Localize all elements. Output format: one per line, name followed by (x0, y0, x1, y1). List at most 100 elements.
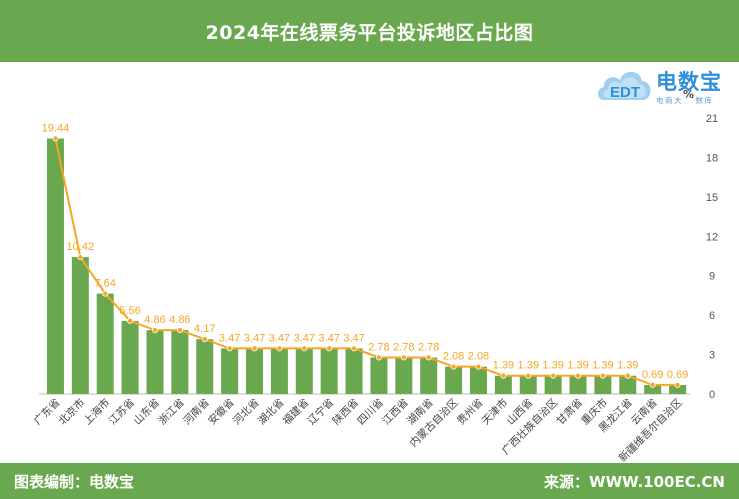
trend-line (54, 138, 678, 386)
x-category-label: 辽宁省 (305, 396, 336, 427)
bar-line-chart: 0 3 6 9 12 15 18 21 19.44 10.42 7.64 5.56 4.86 4.86 4.… (31, 113, 718, 463)
x-category-label: 甘肃省 (554, 396, 585, 427)
line-point (77, 254, 84, 261)
bar (569, 375, 587, 394)
logo-tagline-part1: 电商大 (656, 96, 683, 105)
y-tick-label: 9 (709, 271, 715, 283)
y-tick-label: 18 (706, 152, 718, 164)
y-tick-label: 3 (709, 350, 715, 362)
footer-credit: 图表编制：电数宝 (14, 473, 135, 491)
line-point (575, 372, 582, 379)
logo-tagline-pct: % (683, 88, 696, 101)
y-tick-label: 0 (709, 389, 715, 401)
x-category-label: 四川省 (355, 396, 386, 427)
bar (171, 330, 189, 394)
data-label: 4.17 (194, 323, 215, 335)
bar (445, 366, 463, 394)
bar (295, 348, 313, 394)
bar (619, 375, 637, 394)
line-point (52, 135, 59, 142)
data-label: 3.47 (269, 332, 290, 344)
data-label: 1.39 (617, 360, 638, 372)
data-label: 4.86 (169, 314, 190, 326)
data-label: 2.78 (393, 341, 414, 353)
bar (519, 375, 537, 394)
bar (669, 384, 687, 394)
line-point (226, 345, 233, 352)
bar (420, 357, 438, 394)
data-label: 1.39 (592, 360, 613, 372)
data-label: 3.47 (244, 332, 265, 344)
data-label: 2.08 (468, 351, 489, 363)
x-category-label: 江苏省 (106, 396, 137, 427)
cloud-logo-text: EDT (610, 84, 640, 101)
x-category-label: 上海市 (81, 396, 112, 427)
line-point (525, 372, 532, 379)
bar (544, 375, 562, 394)
x-category-label: 山东省 (131, 396, 162, 427)
line-point (301, 345, 308, 352)
chart-header: 2024年在线票务平台投诉地区占比图 (0, 0, 739, 62)
x-category-label: 湖北省 (255, 396, 286, 427)
data-label: 4.86 (144, 314, 165, 326)
footer-source: 来源：WWW.100EC.CN (544, 473, 725, 491)
data-label: 0.69 (642, 369, 663, 381)
brand-logo: EDT 电数宝 电商大%数库 (594, 64, 734, 108)
line-point (201, 336, 208, 343)
cloud-logo-icon: EDT (598, 71, 651, 101)
y-tick-label: 21 (706, 113, 718, 125)
line-point (127, 317, 134, 324)
chart-title: 2024年在线票务平台投诉地区占比图 (205, 21, 534, 44)
logo-tagline-part2: 数库 (695, 96, 714, 105)
bar (345, 348, 363, 394)
data-label: 19.44 (42, 123, 70, 135)
bar (370, 357, 388, 394)
data-label: 2.08 (443, 351, 464, 363)
data-label: 2.78 (368, 341, 389, 353)
line-point (450, 363, 457, 370)
chart-footer: 图表编制：电数宝 来源：WWW.100EC.CN (0, 463, 739, 499)
bar (494, 375, 512, 394)
line-point (599, 372, 606, 379)
data-label: 1.39 (493, 360, 514, 372)
data-label: 3.47 (294, 332, 315, 344)
logo-tagline: 电商大%数库 (656, 88, 714, 106)
x-category-label: 江西省 (379, 396, 410, 427)
x-category-label: 河北省 (230, 396, 261, 427)
y-tick-label: 12 (706, 231, 718, 243)
x-category-label: 天津市 (479, 396, 510, 427)
bar (96, 293, 114, 394)
line-point (550, 372, 557, 379)
line-point (251, 345, 258, 352)
bar (46, 138, 64, 394)
x-category-label: 河南省 (180, 396, 211, 427)
bar (121, 320, 139, 394)
bar (644, 384, 662, 394)
data-label: 7.64 (95, 278, 116, 290)
data-label: 3.47 (343, 332, 364, 344)
x-category-label: 贵州省 (454, 396, 485, 427)
line-point (351, 345, 358, 352)
line-point (624, 372, 631, 379)
bar (320, 348, 338, 394)
data-label: 3.47 (318, 332, 339, 344)
bar (395, 357, 413, 394)
data-label: 10.42 (67, 241, 95, 253)
bar (594, 375, 612, 394)
line-point (151, 327, 158, 334)
data-label: 3.47 (219, 332, 240, 344)
x-category-label: 安徽省 (205, 396, 236, 427)
data-label: 2.78 (418, 341, 439, 353)
x-category-label: 福建省 (280, 396, 311, 427)
line-point (326, 345, 333, 352)
line-point (500, 372, 507, 379)
bar (146, 330, 164, 394)
data-label: 0.69 (667, 369, 688, 381)
line-point (649, 381, 656, 388)
line-point (425, 354, 432, 361)
data-label: 5.56 (119, 305, 140, 317)
bar (71, 257, 89, 394)
bar (246, 348, 264, 394)
data-label: 1.39 (542, 360, 563, 372)
bar (270, 348, 288, 394)
